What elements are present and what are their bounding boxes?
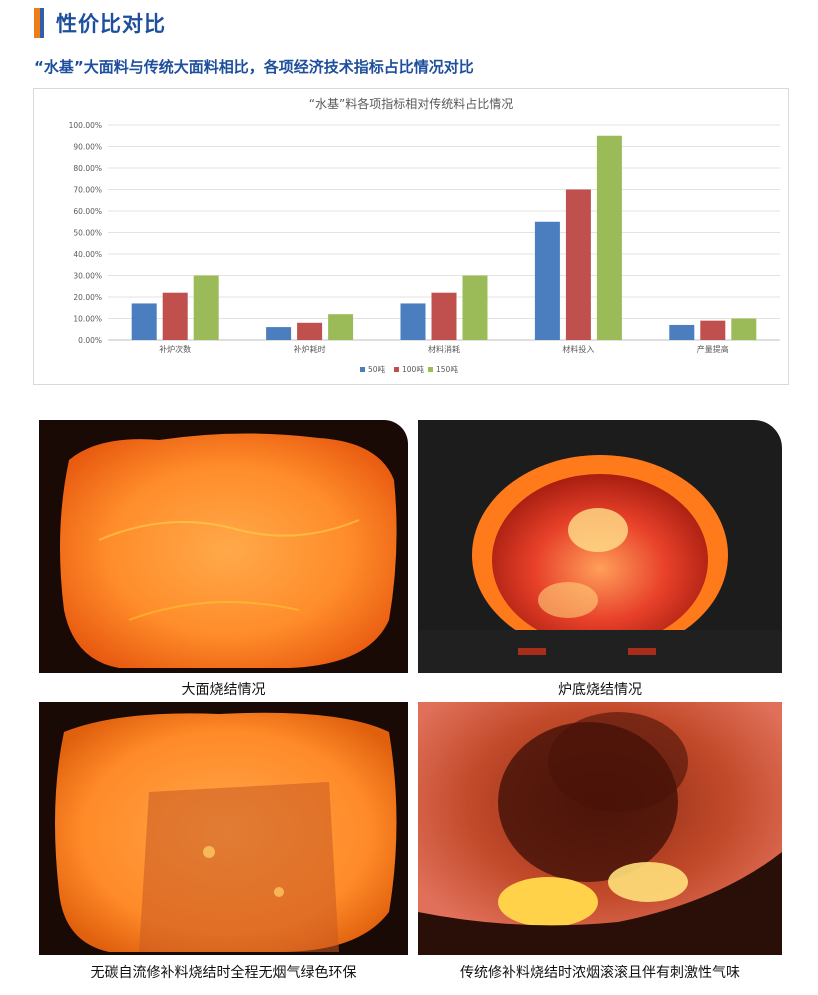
x-category-label: 产量提高 [697, 344, 729, 354]
x-category-label: 补炉次数 [159, 344, 191, 354]
bar [565, 189, 591, 340]
legend-label: 100吨 [402, 364, 424, 374]
photo-caption-1: 大面烧结情况 [181, 682, 266, 698]
bar [297, 322, 323, 340]
bar [266, 327, 292, 340]
legend-swatch [360, 367, 365, 372]
legend-label: 150吨 [436, 364, 458, 374]
section-header: 性价比对比 [34, 8, 166, 38]
comparison-chart: “水基”料各项指标相对传统料占比情况 0.00% 10.00% 20.00% 30.0… [33, 88, 789, 385]
legend-label: 50吨 [368, 364, 386, 374]
y-tick-label: 80.00% [73, 164, 102, 173]
photo-caption-3: 无碳自流修补料烧结时全程无烟气绿色环保 [90, 965, 357, 981]
y-tick-label: 10.00% [73, 315, 102, 324]
bar [669, 324, 695, 340]
photo-caption-2: 炉底烧结情况 [558, 682, 642, 698]
y-tick-label: 40.00% [73, 250, 102, 259]
photo-surface-sintering [39, 420, 408, 673]
photo-traditional-repair [418, 702, 782, 955]
bar [534, 221, 560, 340]
x-category-label: 材料投入 [562, 344, 594, 354]
y-tick-label: 20.00% [73, 293, 102, 302]
bar [431, 292, 457, 340]
bar [596, 135, 622, 340]
photo-hearth-sintering [418, 420, 782, 673]
y-tick-label: 70.00% [73, 186, 102, 195]
bar [328, 314, 354, 340]
comparison-subtitle: “水基”大面料与传统大面料相比，各项经济技术指标占比情况对比 [34, 58, 474, 76]
legend-swatch [428, 367, 433, 372]
y-tick-label: 90.00% [73, 143, 102, 152]
y-tick-label: 0.00% [78, 336, 102, 345]
bar [162, 292, 188, 340]
bar-chart-svg: “水基”料各项指标相对传统料占比情况 0.00% 10.00% 20.00% 30.0… [69, 96, 780, 374]
bar [462, 275, 488, 340]
section-title: 性价比对比 [56, 12, 166, 36]
y-tick-label: 50.00% [73, 229, 102, 238]
bar [731, 318, 757, 340]
x-category-label: 补炉耗时 [294, 344, 326, 354]
bar [131, 303, 157, 340]
bar [700, 320, 726, 340]
legend-swatch [394, 367, 399, 372]
bar [193, 275, 219, 340]
y-tick-label: 30.00% [73, 272, 102, 281]
photo-caption-4: 传统修补料烧结时浓烟滚滚且伴有刺激性气味 [460, 965, 740, 981]
y-tick-label: 60.00% [73, 207, 102, 216]
bar [400, 303, 426, 340]
x-category-label: 材料消耗 [428, 344, 460, 354]
section-marker [34, 8, 44, 38]
chart-title: “水基”料各项指标相对传统料占比情况 [309, 96, 513, 111]
y-tick-label: 100.00% [69, 121, 102, 130]
photo-carbon-free-repair [39, 702, 408, 955]
